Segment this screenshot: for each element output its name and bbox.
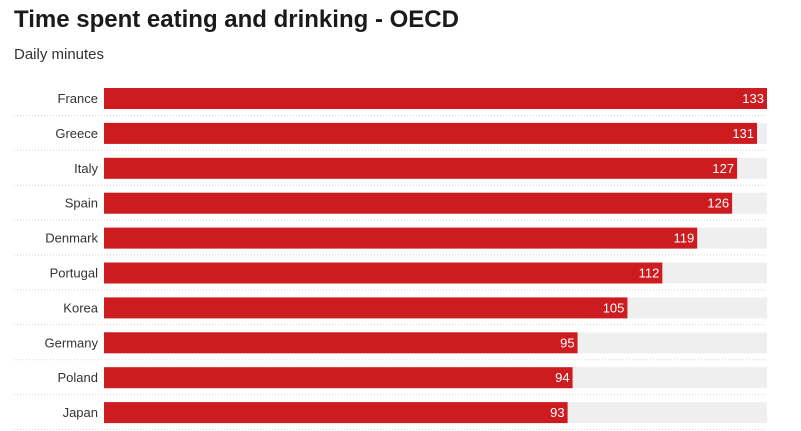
value-label: 133 [742,91,764,106]
bar [104,262,663,284]
value-label: 95 [560,335,574,350]
category-label: Japan [63,405,98,420]
bar [104,157,738,179]
bar [104,402,568,424]
value-label: 105 [603,300,625,315]
value-label: 93 [550,405,564,420]
chart-title: Time spent eating and drinking - OECD [14,6,459,33]
bar [104,192,733,214]
value-label: 94 [555,370,569,385]
value-label: 131 [732,126,754,141]
value-label: 119 [673,231,694,246]
value-label: 112 [639,266,660,281]
value-label: 126 [707,196,729,211]
bar [104,367,573,389]
category-label: Korea [63,300,98,315]
category-label: Denmark [45,231,98,246]
bar [104,297,628,319]
bar [104,88,767,109]
bar [104,122,758,144]
category-label: Greece [55,126,98,141]
chart-subtitle: Daily minutes [14,46,105,63]
category-label: Poland [58,370,98,385]
category-label: Spain [65,196,98,211]
category-label: Portugal [50,266,99,281]
bar [104,227,698,249]
value-label: 127 [712,161,734,176]
bar [104,332,578,354]
category-label: Italy [74,161,98,176]
category-label: France [58,91,98,106]
category-label: Germany [45,335,99,350]
